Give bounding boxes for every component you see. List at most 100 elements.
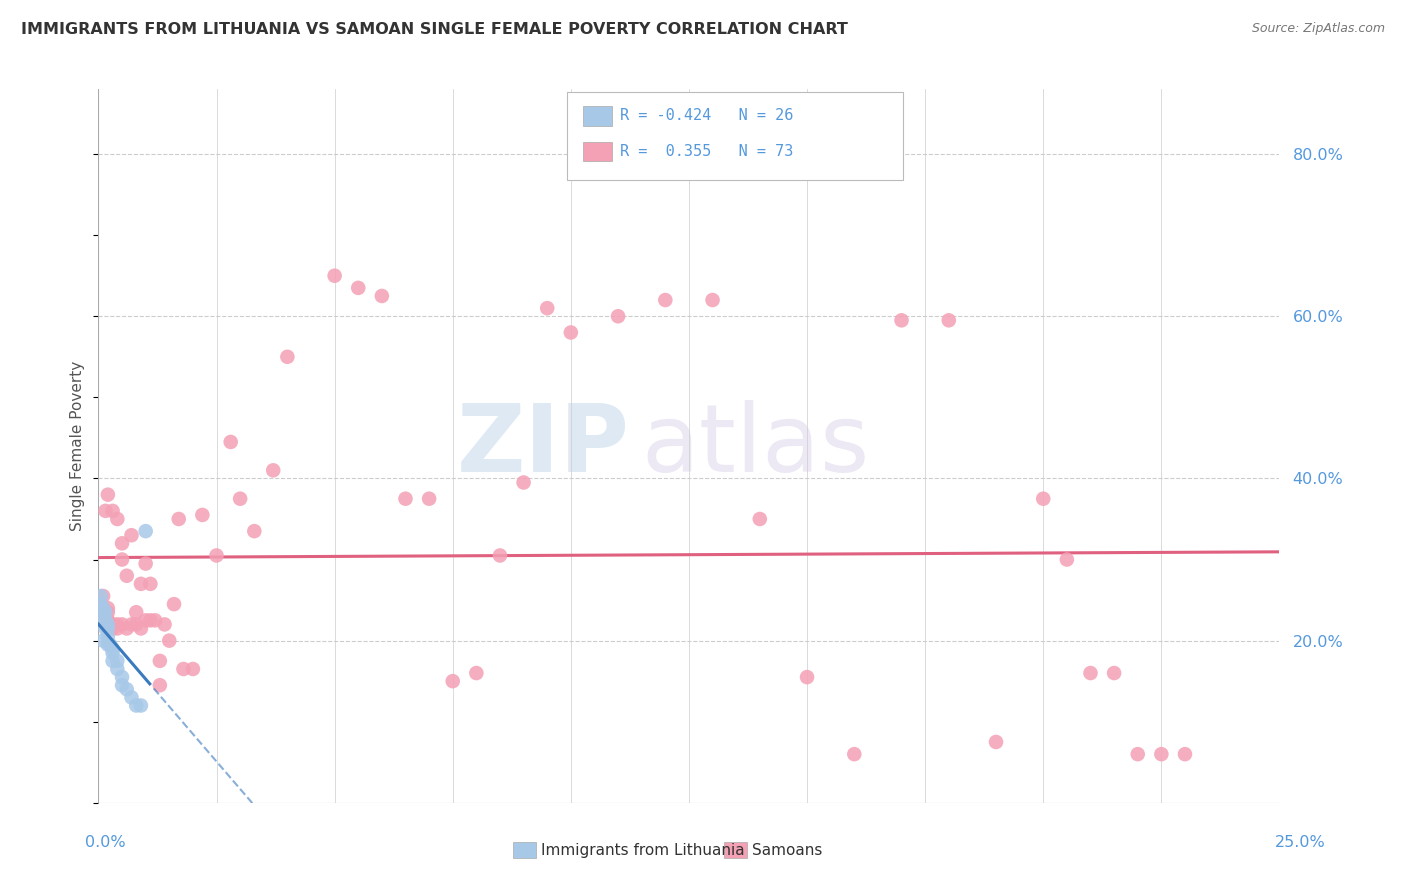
Point [111, 678, 134, 692]
Point [489, 549, 512, 563]
Point [172, 662, 194, 676]
Point [111, 670, 134, 684]
Point [90, 589, 112, 603]
Point [465, 666, 488, 681]
Point [115, 568, 138, 582]
Point [654, 293, 676, 307]
Point [129, 622, 152, 636]
Point [94, 504, 117, 518]
Point [97, 605, 120, 619]
Text: Samoans: Samoans [752, 843, 823, 857]
Point [115, 682, 138, 697]
Text: IMMIGRANTS FROM LITHUANIA VS SAMOAN SINGLE FEMALE POVERTY CORRELATION CHART: IMMIGRANTS FROM LITHUANIA VS SAMOAN SING… [21, 22, 848, 37]
Point [1032, 491, 1054, 506]
Point [90, 597, 112, 611]
Point [97, 617, 120, 632]
Point [262, 463, 284, 477]
Point [91, 633, 114, 648]
Y-axis label: Single Female Poverty: Single Female Poverty [70, 361, 86, 531]
Text: R = -0.424   N = 26: R = -0.424 N = 26 [620, 109, 793, 123]
Point [163, 597, 186, 611]
Text: Immigrants from Lithuania: Immigrants from Lithuania [541, 843, 745, 857]
Text: R =  0.355   N = 73: R = 0.355 N = 73 [620, 145, 793, 159]
Point [702, 293, 724, 307]
Point [121, 617, 143, 632]
Point [125, 605, 148, 619]
Point [101, 654, 124, 668]
Point [149, 654, 172, 668]
Point [97, 488, 120, 502]
Point [441, 674, 464, 689]
Point [1056, 552, 1078, 566]
Point [97, 622, 120, 636]
Point [121, 690, 143, 705]
Point [276, 350, 298, 364]
Point [536, 301, 558, 315]
Point [167, 512, 190, 526]
Point [890, 313, 912, 327]
Point [323, 268, 346, 283]
Point [1150, 747, 1173, 761]
Point [94, 613, 117, 627]
Point [748, 512, 770, 526]
Text: 0.0%: 0.0% [86, 836, 125, 850]
Point [98, 638, 121, 652]
Text: Source: ZipAtlas.com: Source: ZipAtlas.com [1251, 22, 1385, 36]
Point [97, 638, 120, 652]
Point [125, 698, 148, 713]
Point [105, 622, 128, 636]
Point [1080, 666, 1102, 681]
Text: atlas: atlas [641, 400, 870, 492]
Point [94, 605, 117, 619]
Point [844, 747, 866, 761]
Point [135, 613, 157, 627]
Point [1126, 747, 1149, 761]
Point [129, 698, 152, 713]
Point [101, 622, 124, 636]
Text: ZIP: ZIP [457, 400, 630, 492]
Point [105, 662, 128, 676]
Point [347, 281, 370, 295]
Point [97, 613, 120, 627]
Point [135, 524, 157, 538]
Point [984, 735, 1007, 749]
Point [97, 630, 120, 644]
Point [181, 662, 204, 676]
Point [394, 491, 416, 506]
Point [97, 601, 120, 615]
Text: 25.0%: 25.0% [1275, 836, 1326, 850]
Point [153, 617, 176, 632]
Point [243, 524, 266, 538]
Point [101, 641, 124, 656]
Point [1102, 666, 1125, 681]
Point [111, 552, 134, 566]
Point [143, 613, 166, 627]
Point [205, 549, 228, 563]
Point [111, 536, 134, 550]
Point [512, 475, 534, 490]
Point [125, 617, 148, 632]
Point [796, 670, 818, 684]
Point [371, 289, 394, 303]
Point [94, 613, 117, 627]
Point [139, 613, 162, 627]
Point [91, 601, 114, 615]
Point [129, 577, 152, 591]
Point [101, 504, 124, 518]
Point [121, 528, 143, 542]
Point [91, 601, 114, 615]
Point [1174, 747, 1197, 761]
Point [607, 310, 630, 324]
Point [91, 613, 114, 627]
Point [90, 597, 112, 611]
Point [191, 508, 214, 522]
Point [91, 605, 114, 619]
Point [149, 678, 172, 692]
Point [135, 557, 157, 571]
Point [91, 589, 114, 603]
Point [105, 617, 128, 632]
Point [219, 434, 242, 449]
Point [101, 617, 124, 632]
Point [111, 617, 134, 632]
Point [560, 326, 582, 340]
